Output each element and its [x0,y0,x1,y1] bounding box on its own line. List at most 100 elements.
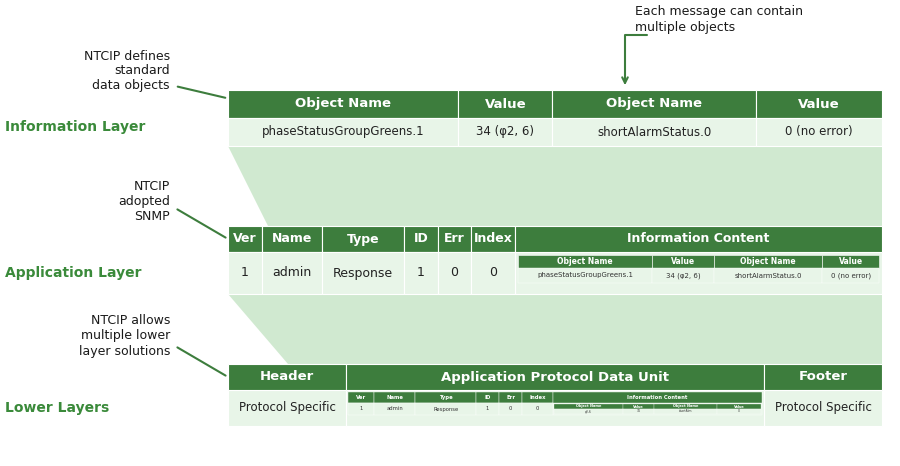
Text: NTCIP defines: NTCIP defines [84,49,170,62]
Bar [714,268,823,283]
Bar [554,404,623,409]
Polygon shape [228,294,882,364]
Bar [322,252,404,294]
Text: Object Name: Object Name [575,404,601,409]
Bar [404,252,437,294]
Text: Name: Name [386,395,403,400]
Text: admin: admin [386,406,403,411]
Text: Object Name: Object Name [557,257,613,266]
Bar [228,90,458,118]
Bar [472,226,515,252]
Bar [518,268,652,283]
Bar [654,404,717,409]
Text: multiple lower: multiple lower [81,329,170,343]
Text: 0 (no error): 0 (no error) [831,272,870,279]
Bar [437,226,472,252]
Text: Object Name: Object Name [295,97,392,110]
Bar [228,390,346,426]
Text: 0: 0 [450,267,458,280]
Bar [262,252,322,294]
Text: Header: Header [260,370,314,384]
Text: NTCIP: NTCIP [134,179,170,192]
Text: Information Content: Information Content [627,395,688,400]
Text: data objects: data objects [93,80,170,92]
Text: 1: 1 [417,267,425,280]
Bar [348,392,374,403]
Bar [346,390,764,426]
Text: shortAlm: shortAlm [679,410,692,413]
Bar [262,226,322,252]
Text: Footer: Footer [798,370,848,384]
Text: Information Content: Information Content [627,233,770,246]
Text: 1: 1 [241,267,248,280]
Text: Value: Value [671,257,695,266]
Text: Object Name: Object Name [607,97,702,110]
Bar [522,403,553,415]
Bar [553,118,756,146]
Text: 0: 0 [536,406,539,411]
Text: Object Name: Object Name [673,404,698,409]
Text: 0: 0 [490,267,497,280]
Bar [458,118,553,146]
Text: Information Layer: Information Layer [5,120,146,134]
Text: Each message can contain: Each message can contain [635,5,803,18]
Bar [764,364,882,390]
Bar [554,409,623,414]
Bar [823,268,879,283]
Bar [518,255,652,268]
Bar [522,392,553,403]
Text: Value: Value [798,97,840,110]
Bar [348,403,374,415]
Bar [472,252,515,294]
Text: 34 (φ2, 6): 34 (φ2, 6) [476,125,535,138]
Text: standard: standard [114,64,170,77]
Text: layer solutions: layer solutions [78,344,170,357]
Bar [228,252,262,294]
Bar [404,226,437,252]
Text: Response: Response [433,406,458,411]
Bar [515,252,882,294]
Text: 1: 1 [359,406,363,411]
Text: φ2,6: φ2,6 [585,410,591,413]
Bar [228,118,458,146]
Text: Name: Name [272,233,312,246]
Bar [714,255,823,268]
Text: Err: Err [444,233,464,246]
Text: Protocol Specific: Protocol Specific [775,402,871,414]
Text: phaseStatusGroupGreens.1: phaseStatusGroupGreens.1 [262,125,425,138]
Text: Index: Index [473,233,513,246]
Bar [717,404,761,409]
Bar [416,392,476,403]
Bar [228,226,262,252]
Bar [458,90,553,118]
Text: Response: Response [333,267,393,280]
Text: adopted: adopted [118,194,170,207]
Text: 34 (φ2, 6): 34 (φ2, 6) [666,272,700,279]
Bar [652,268,714,283]
Bar [623,409,654,414]
Text: Type: Type [439,395,453,400]
Bar [374,403,416,415]
Text: Object Name: Object Name [741,257,796,266]
Bar [416,403,476,415]
Bar [437,252,472,294]
Bar [476,403,500,415]
Text: Ver: Ver [356,395,366,400]
Text: Type: Type [346,233,380,246]
Text: Ver: Ver [233,233,256,246]
Bar [756,90,882,118]
Bar [717,409,761,414]
Text: Value: Value [734,404,744,409]
Bar [764,390,882,426]
Bar [346,364,764,390]
Bar [553,90,756,118]
Bar [823,255,879,268]
Bar [476,392,500,403]
Text: multiple objects: multiple objects [635,21,735,34]
Text: ID: ID [484,395,491,400]
Bar [500,392,522,403]
Text: ID: ID [413,233,428,246]
Text: Value: Value [633,404,643,409]
Text: 0: 0 [509,406,512,411]
Text: Index: Index [529,395,545,400]
